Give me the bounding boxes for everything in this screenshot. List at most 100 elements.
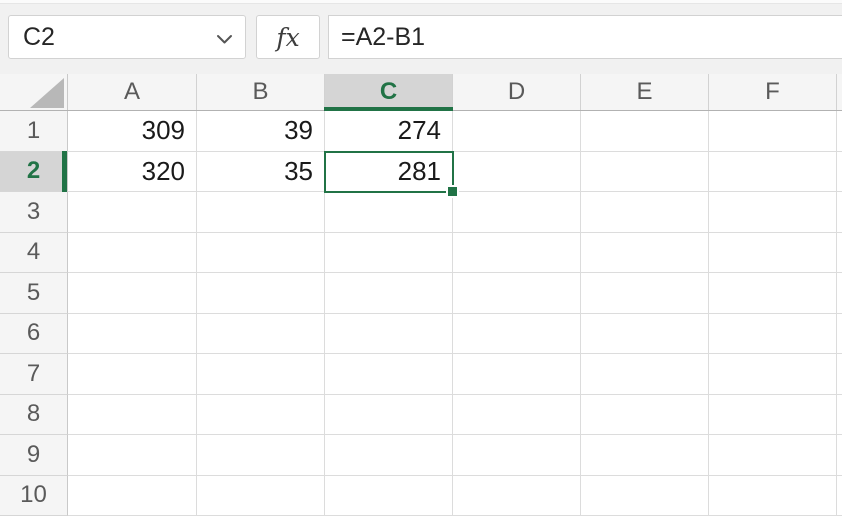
partial-cell: [837, 475, 842, 516]
grid-row-6: 6: [0, 313, 842, 354]
column-header-A[interactable]: A: [68, 74, 197, 110]
cell-B8[interactable]: [197, 394, 325, 435]
formula-bar[interactable]: =A2-B1: [328, 15, 842, 59]
row-header-2[interactable]: 2: [0, 150, 68, 192]
cell-F1[interactable]: [709, 111, 837, 152]
cell-E3[interactable]: [581, 192, 709, 233]
cell-F8[interactable]: [709, 394, 837, 435]
row-header-9[interactable]: 9: [0, 435, 68, 476]
column-header-E[interactable]: E: [581, 74, 709, 110]
cell-C5[interactable]: [325, 273, 453, 314]
cell-E6[interactable]: [581, 313, 709, 354]
cell-B4[interactable]: [197, 232, 325, 273]
cell-F10[interactable]: [709, 475, 837, 516]
cell-A9[interactable]: [68, 435, 197, 476]
grid-row-2: 2 320 35 281: [0, 150, 842, 198]
cell-F2[interactable]: [709, 151, 837, 192]
row-header-8[interactable]: 8: [0, 394, 68, 435]
partial-cell: [837, 435, 842, 476]
cell-A3[interactable]: [68, 192, 197, 233]
cell-A6[interactable]: [68, 313, 197, 354]
cell-E9[interactable]: [581, 435, 709, 476]
cell-D7[interactable]: [453, 354, 581, 395]
cell-C3[interactable]: [325, 192, 453, 233]
cell-C6[interactable]: [325, 313, 453, 354]
partial-cell: [837, 192, 842, 233]
cell-E4[interactable]: [581, 232, 709, 273]
cell-A7[interactable]: [68, 354, 197, 395]
cell-F7[interactable]: [709, 354, 837, 395]
grid-row-9: 9: [0, 435, 842, 476]
cell-B7[interactable]: [197, 354, 325, 395]
row-header-5[interactable]: 5: [0, 273, 68, 314]
select-all-corner[interactable]: [0, 74, 68, 110]
cell-B5[interactable]: [197, 273, 325, 314]
cell-D9[interactable]: [453, 435, 581, 476]
cell-D8[interactable]: [453, 394, 581, 435]
cell-F3[interactable]: [709, 192, 837, 233]
column-header-B[interactable]: B: [197, 74, 325, 110]
grid-row-5: 5: [0, 273, 842, 314]
grid-row-8: 8: [0, 394, 842, 435]
cell-D10[interactable]: [453, 475, 581, 516]
grid-row-4: 4: [0, 232, 842, 273]
column-header-F[interactable]: F: [709, 74, 837, 110]
cell-E7[interactable]: [581, 354, 709, 395]
cell-C10[interactable]: [325, 475, 453, 516]
cell-F9[interactable]: [709, 435, 837, 476]
cell-E10[interactable]: [581, 475, 709, 516]
cell-C8[interactable]: [325, 394, 453, 435]
row-header-3[interactable]: 3: [0, 192, 68, 233]
cell-B3[interactable]: [197, 192, 325, 233]
cell-C7[interactable]: [325, 354, 453, 395]
cell-B9[interactable]: [197, 435, 325, 476]
insert-function-button[interactable]: fx: [256, 15, 320, 59]
cell-E1[interactable]: [581, 111, 709, 152]
cell-C1[interactable]: 274: [325, 111, 453, 152]
grid-body: 1 309 39 274 2 320 35 281 3 4 5 6 7 8 9 10: [0, 111, 842, 516]
cell-C9[interactable]: [325, 435, 453, 476]
cell-B1[interactable]: 39: [197, 111, 325, 152]
cell-D5[interactable]: [453, 273, 581, 314]
cell-B2[interactable]: 35: [197, 151, 325, 192]
cell-E2[interactable]: [581, 151, 709, 192]
cell-C2[interactable]: 281: [324, 150, 459, 198]
cell-A1[interactable]: 309: [68, 111, 197, 152]
cell-D6[interactable]: [453, 313, 581, 354]
partial-cell: [837, 151, 842, 192]
formula-toolbar: C2 fx =A2-B1: [0, 0, 842, 74]
cell-D4[interactable]: [453, 232, 581, 273]
grid-row-7: 7: [0, 354, 842, 395]
cell-E8[interactable]: [581, 394, 709, 435]
cell-A5[interactable]: [68, 273, 197, 314]
cell-A10[interactable]: [68, 475, 197, 516]
column-header-C[interactable]: C: [324, 74, 453, 111]
partial-cell: [837, 273, 842, 314]
row-header-4[interactable]: 4: [0, 232, 68, 273]
cell-B10[interactable]: [197, 475, 325, 516]
partial-cell: [837, 394, 842, 435]
cell-A4[interactable]: [68, 232, 197, 273]
fx-icon: fx: [276, 22, 300, 52]
cell-F4[interactable]: [709, 232, 837, 273]
cell-D2[interactable]: [453, 151, 581, 192]
chevron-down-icon[interactable]: [216, 23, 233, 52]
cell-F5[interactable]: [709, 273, 837, 314]
cell-D3[interactable]: [453, 192, 581, 233]
grid-row-10: 10: [0, 475, 842, 516]
column-header-D[interactable]: D: [453, 74, 581, 110]
name-box[interactable]: C2: [8, 15, 246, 59]
partial-cell: [837, 313, 842, 354]
row-header-10[interactable]: 10: [0, 475, 68, 516]
cell-C4[interactable]: [325, 232, 453, 273]
cell-D1[interactable]: [453, 111, 581, 152]
cell-B6[interactable]: [197, 313, 325, 354]
cell-A8[interactable]: [68, 394, 197, 435]
row-header-6[interactable]: 6: [0, 313, 68, 354]
cell-F6[interactable]: [709, 313, 837, 354]
row-header-7[interactable]: 7: [0, 354, 68, 395]
row-header-1[interactable]: 1: [0, 111, 68, 152]
cell-A2[interactable]: 320: [68, 151, 197, 192]
cell-E5[interactable]: [581, 273, 709, 314]
